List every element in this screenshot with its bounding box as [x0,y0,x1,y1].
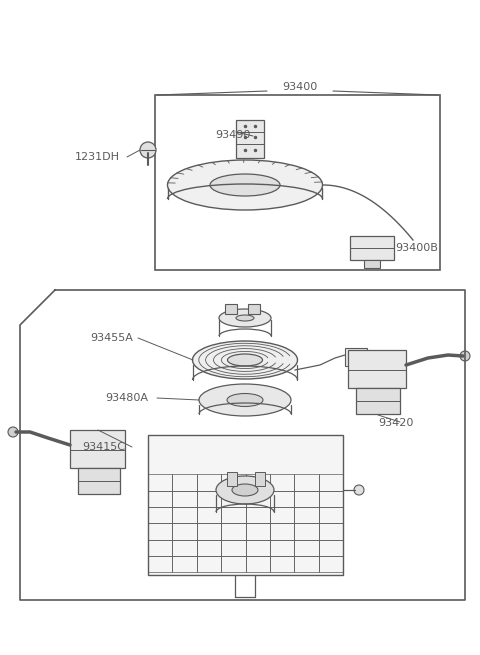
Bar [148,540,172,556]
Bar [148,523,172,540]
Bar [270,491,294,507]
Bar [70,430,125,468]
Text: 1231DH: 1231DH [75,152,120,162]
Text: 93455A: 93455A [90,333,133,343]
Bar [319,523,343,540]
Bar [227,472,237,486]
Bar [221,491,245,507]
Bar [221,540,245,556]
Bar [172,507,197,523]
Bar [248,304,260,314]
Bar [364,260,380,268]
Bar [294,491,319,507]
Bar [221,523,245,540]
Circle shape [140,142,156,158]
Ellipse shape [228,354,263,366]
Bar [172,474,197,491]
Bar [245,556,270,572]
Bar [197,507,221,523]
Bar [270,556,294,572]
Bar [155,95,440,270]
Bar [148,474,172,491]
Bar [319,507,343,523]
Ellipse shape [199,384,291,416]
Circle shape [8,427,18,437]
Bar [245,474,270,491]
Bar [245,540,270,556]
Ellipse shape [219,309,271,327]
Circle shape [354,485,364,495]
Bar [350,236,394,260]
Ellipse shape [216,476,274,504]
Bar [294,556,319,572]
Bar [270,507,294,523]
Bar [172,491,197,507]
Ellipse shape [236,315,254,321]
Bar [294,507,319,523]
Bar [225,304,237,314]
Bar [197,523,221,540]
Bar [319,491,343,507]
Bar [270,540,294,556]
Bar [255,472,265,486]
Circle shape [460,351,470,361]
Bar [78,468,120,494]
Ellipse shape [192,341,298,379]
Bar [197,556,221,572]
Bar [148,491,172,507]
Ellipse shape [210,174,280,196]
Bar [245,491,270,507]
Bar [148,435,343,575]
Bar [148,507,172,523]
Text: 93415C: 93415C [82,442,125,452]
Bar [294,474,319,491]
Bar [172,540,197,556]
Text: 93400B: 93400B [395,243,438,253]
Text: 93480A: 93480A [105,393,148,403]
Bar [172,556,197,572]
Bar [245,523,270,540]
Ellipse shape [227,394,263,407]
Text: 93420: 93420 [378,418,413,428]
Bar [221,507,245,523]
Ellipse shape [232,484,258,496]
Ellipse shape [168,160,323,210]
Bar [270,474,294,491]
Bar [319,556,343,572]
Bar [221,474,245,491]
Bar [294,523,319,540]
Bar [172,523,197,540]
Bar [197,491,221,507]
Bar [319,474,343,491]
Bar [236,120,264,158]
Bar [245,507,270,523]
Text: 93400: 93400 [282,82,318,92]
Bar [345,348,367,366]
Bar [221,556,245,572]
Bar [356,388,400,414]
Bar [270,523,294,540]
Bar [294,540,319,556]
Bar [197,474,221,491]
Bar [148,556,172,572]
Bar [197,540,221,556]
Bar [319,540,343,556]
Text: 93490: 93490 [215,130,251,140]
Bar [348,350,406,388]
